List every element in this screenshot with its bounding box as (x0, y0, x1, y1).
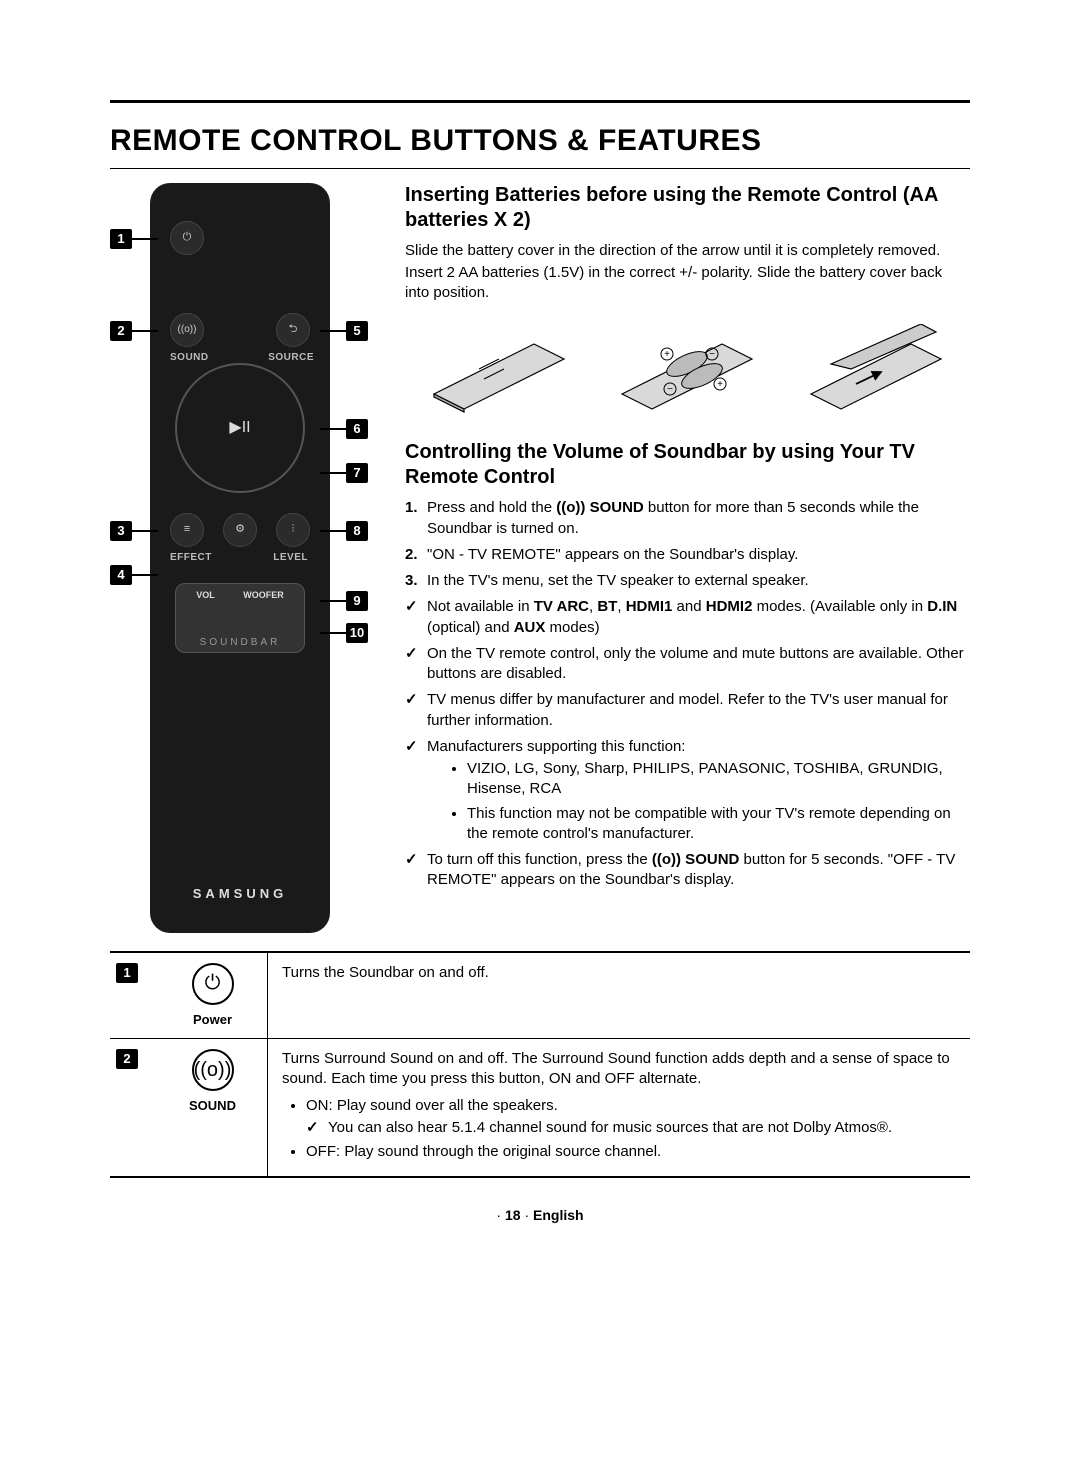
remote-power-icon: ⏻ (170, 221, 204, 255)
row-icon: ((o)) (192, 1049, 234, 1091)
page-title: REMOTE CONTROL BUTTONS & FEATURES (110, 121, 970, 162)
table-row: 1 ⏻ Power Turns the Soundbar on and off. (110, 953, 970, 1039)
remote-brand-label: SAMSUNG (150, 885, 330, 903)
remote-level-icon: ⫶ (276, 513, 310, 547)
row-icon-cell: ⏻ Power (158, 953, 268, 1039)
check-item: TV menus differ by manufacturer and mode… (405, 690, 970, 731)
row-number: 1 (116, 963, 138, 983)
remote-effect-label: EFFECT (170, 551, 212, 565)
remote-vol-label: VOL (196, 589, 215, 601)
remote-source-icon: ⮌ (276, 313, 310, 347)
callout-6: 6 (320, 419, 368, 439)
callout-10: 10 (320, 623, 368, 643)
bullet-item: ON: Play sound over all the speakers.You… (306, 1096, 956, 1139)
step-item: "ON - TV REMOTE" appears on the Soundbar… (405, 545, 970, 565)
svg-text:−: − (710, 349, 716, 360)
row-icon-cell: ((o)) SOUND (158, 1039, 268, 1176)
step-item: Press and hold the ((o)) SOUND button fo… (405, 498, 970, 539)
battery-illustration: + − − + (405, 311, 970, 426)
row-description: Turns Surround Sound on and off. The Sur… (268, 1039, 970, 1176)
check-item: Not available in TV ARC, BT, HDMI1 and H… (405, 597, 970, 638)
remote-sound-label: SOUND (170, 351, 209, 365)
remote-soundbar-label: SOUNDBAR (200, 637, 281, 648)
callout-3: 3 (110, 521, 158, 541)
table-row: 2 ((o)) SOUND Turns Surround Sound on and o… (110, 1038, 970, 1176)
section1-p1: Slide the battery cover in the direction… (405, 241, 970, 261)
section1-p2: Insert 2 AA batteries (1.5V) in the corr… (405, 263, 970, 304)
row-description: Turns the Soundbar on and off. (268, 953, 970, 1039)
svg-text:+: + (665, 349, 671, 360)
bullet-item: This function may not be compatible with… (467, 804, 970, 845)
remote-woofer-label: WOOFER (243, 589, 284, 601)
row-icon: ⏻ (192, 963, 234, 1005)
bullet-item: VIZIO, LG, Sony, Sharp, PHILIPS, PANASON… (467, 759, 970, 800)
top-section: ⏻ ((o)) SOUND ⮌ SOURCE ▶II ≡ EFFECT ⚙ ⫶ … (110, 183, 970, 933)
callout-9: 9 (320, 591, 368, 611)
remote-column: ⏻ ((o)) SOUND ⮌ SOURCE ▶II ≡ EFFECT ⚙ ⫶ … (110, 183, 375, 933)
text-column: Inserting Batteries before using the Rem… (405, 183, 970, 897)
section2-heading: Controlling the Volume of Soundbar by us… (405, 440, 970, 490)
remote-gear-icon: ⚙ (223, 513, 257, 547)
svg-text:−: − (668, 384, 674, 395)
check-item: On the TV remote control, only the volum… (405, 644, 970, 685)
step-item: In the TV's menu, set the TV speaker to … (405, 571, 970, 591)
callout-7: 7 (320, 463, 368, 483)
row-icon-label: Power (164, 1011, 261, 1029)
callout-1: 1 (110, 229, 158, 249)
check-item: You can also hear 5.1.4 channel sound fo… (306, 1118, 956, 1138)
feature-table: 1 ⏻ Power Turns the Soundbar on and off. 2 ((… (110, 951, 970, 1179)
remote-sound-icon: ((o)) (170, 313, 204, 347)
row-icon-label: SOUND (164, 1097, 261, 1115)
section1-heading: Inserting Batteries before using the Rem… (405, 183, 970, 233)
remote-soundbar-button: VOL WOOFER SOUNDBAR (175, 583, 305, 653)
remote-illustration: ⏻ ((o)) SOUND ⮌ SOURCE ▶II ≡ EFFECT ⚙ ⫶ … (150, 183, 330, 933)
remote-play-pause-icon: ▶II (175, 363, 305, 493)
svg-text:+: + (718, 379, 724, 390)
page-footer: · 18 · English (110, 1206, 970, 1225)
callout-8: 8 (320, 521, 368, 541)
check-item: Manufacturers supporting this function:V… (405, 737, 970, 844)
remote-level-label: LEVEL (273, 551, 308, 565)
remote-effect-icon: ≡ (170, 513, 204, 547)
checks-list: Not available in TV ARC, BT, HDMI1 and H… (405, 597, 970, 890)
steps-list: Press and hold the ((o)) SOUND button fo… (405, 498, 970, 591)
row-number: 2 (116, 1049, 138, 1069)
callout-4: 4 (110, 565, 158, 585)
check-item: To turn off this function, press the ((o… (405, 850, 970, 891)
remote-source-label: SOURCE (268, 351, 314, 365)
callout-5: 5 (320, 321, 368, 341)
bullet-item: OFF: Play sound through the original sou… (306, 1142, 956, 1162)
callout-2: 2 (110, 321, 158, 341)
